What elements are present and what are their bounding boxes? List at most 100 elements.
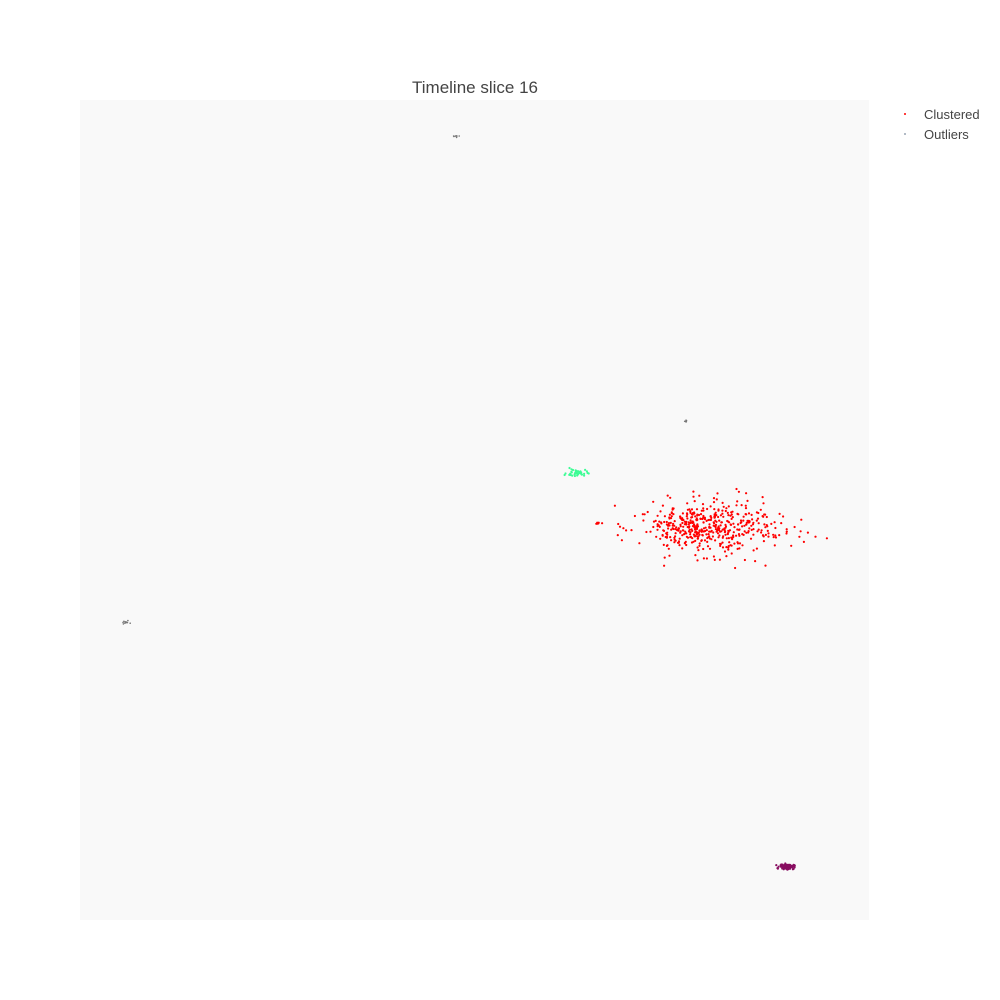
scatter-point-clustered [728, 541, 731, 544]
scatter-point-clustered [643, 513, 646, 516]
scatter-point-clustered [660, 521, 663, 524]
scatter-point-clustered [670, 539, 673, 542]
scatter-point-clustered [656, 514, 659, 517]
scatter-point-clustered [685, 543, 688, 547]
scatter-point-clustered [745, 531, 748, 534]
scatter-point-clustered [721, 501, 724, 504]
scatter-point-clustered [662, 543, 665, 546]
scatter-point-clustered [766, 529, 769, 532]
scatter-point-clustered [687, 523, 690, 526]
scatter-point-clustered [652, 525, 655, 529]
scatter-point-clustered [731, 516, 734, 519]
scatter-point-clustered [721, 528, 724, 531]
scatter-point-clustered [661, 504, 665, 507]
scatter-point-clustered [573, 474, 576, 478]
scatter-point-clustered [717, 515, 720, 519]
scatter-point-clustered [793, 866, 796, 869]
scatter-point-clustered [704, 526, 707, 529]
scatter-point-clustered [694, 554, 697, 557]
scatter-point-clustered [762, 540, 766, 543]
scatter-point-clustered [666, 544, 669, 547]
scatter-point-clustered [630, 529, 633, 532]
scatter-point-clustered [737, 528, 741, 531]
scatter-point-clustered [747, 530, 750, 533]
scatter-point-clustered [687, 526, 691, 529]
scatter-point-clustered [755, 547, 759, 550]
scatter-point-clustered [692, 523, 696, 526]
scatter-point-clustered [620, 539, 624, 542]
scatter-point-clustered [752, 533, 755, 536]
scatter-point-clustered [684, 530, 687, 533]
legend-item-clustered[interactable]: Clustered [896, 104, 996, 124]
scatter-point-clustered [806, 531, 810, 534]
scatter-point-clustered [696, 537, 699, 540]
scatter-point-clustered [667, 523, 670, 526]
scatter-point-clustered [703, 518, 707, 521]
scatter-point-clustered [654, 519, 657, 522]
scatter-point-clustered [750, 524, 753, 527]
scatter-point-clustered [774, 526, 777, 530]
scatter-point-clustered [722, 515, 725, 518]
scatter-point-clustered [730, 517, 733, 520]
plot-area[interactable] [80, 100, 869, 920]
scatter-point-clustered [617, 522, 620, 526]
scatter-point-clustered [715, 520, 718, 523]
scatter-point-clustered [727, 520, 730, 523]
scatter-point-clustered [712, 521, 715, 524]
scatter-point-clustered [727, 548, 730, 551]
scatter-point-clustered [764, 564, 767, 567]
scatter-point-outliers [122, 621, 124, 624]
scatter-point-clustered [685, 515, 688, 518]
scatter-point-clustered [666, 494, 669, 497]
scatter-point-clustered [685, 512, 689, 515]
scatter-point-clustered [714, 539, 717, 542]
scatter-point-clustered [707, 518, 710, 522]
scatter-point-clustered [683, 542, 687, 545]
scatter-point-clustered [719, 542, 722, 546]
scatter-point-clustered [695, 519, 698, 522]
scatter-plot[interactable] [80, 100, 869, 920]
scatter-point-clustered [713, 516, 716, 519]
legend-item-outliers[interactable]: Outliers [896, 124, 996, 144]
scatter-point-outliers [455, 136, 458, 139]
scatter-point-clustered [790, 544, 793, 547]
scatter-point-clustered [782, 515, 785, 518]
scatter-point-clustered [702, 514, 705, 518]
scatter-point-clustered [763, 523, 766, 526]
scatter-point-clustered [689, 519, 692, 522]
scatter-point-clustered [785, 528, 788, 531]
scatter-point-clustered [710, 529, 713, 532]
scatter-point-clustered [752, 528, 755, 531]
scatter-point-clustered [693, 500, 696, 503]
scatter-point-clustered [775, 864, 778, 867]
scatter-point-clustered [679, 515, 682, 518]
scatter-point-clustered [673, 541, 676, 544]
scatter-point-clustered [724, 533, 727, 536]
scatter-point-outliers [127, 619, 129, 622]
scatter-point-clustered [742, 515, 745, 518]
scatter-point-clustered [734, 566, 737, 570]
scatter-point-outliers [124, 622, 126, 624]
scatter-point-clustered [585, 470, 588, 473]
scatter-point-clustered [752, 521, 755, 524]
scatter-point-clustered [706, 540, 709, 543]
scatter-point-outliers [455, 135, 458, 137]
scatter-point-clustered [678, 544, 681, 547]
scatter-point-clustered [712, 497, 716, 500]
scatter-point-clustered [743, 530, 746, 533]
scatter-point-clustered [658, 520, 661, 523]
scatter-point-clustered [746, 499, 749, 502]
scatter-point-clustered [686, 508, 690, 511]
scatter-point-clustered [741, 525, 744, 528]
scatter-point-clustered [791, 864, 795, 868]
scatter-point-clustered [762, 515, 765, 518]
scatter-point-clustered [652, 500, 655, 503]
scatter-point-clustered [571, 474, 574, 477]
scatter-point-clustered [682, 525, 685, 528]
scatter-point-clustered [584, 468, 587, 471]
scatter-point-clustered [675, 526, 678, 529]
scatter-point-clustered [708, 523, 711, 526]
scatter-point-clustered [764, 533, 768, 536]
scatter-point-clustered [683, 533, 686, 536]
scatter-point-clustered [655, 535, 658, 538]
